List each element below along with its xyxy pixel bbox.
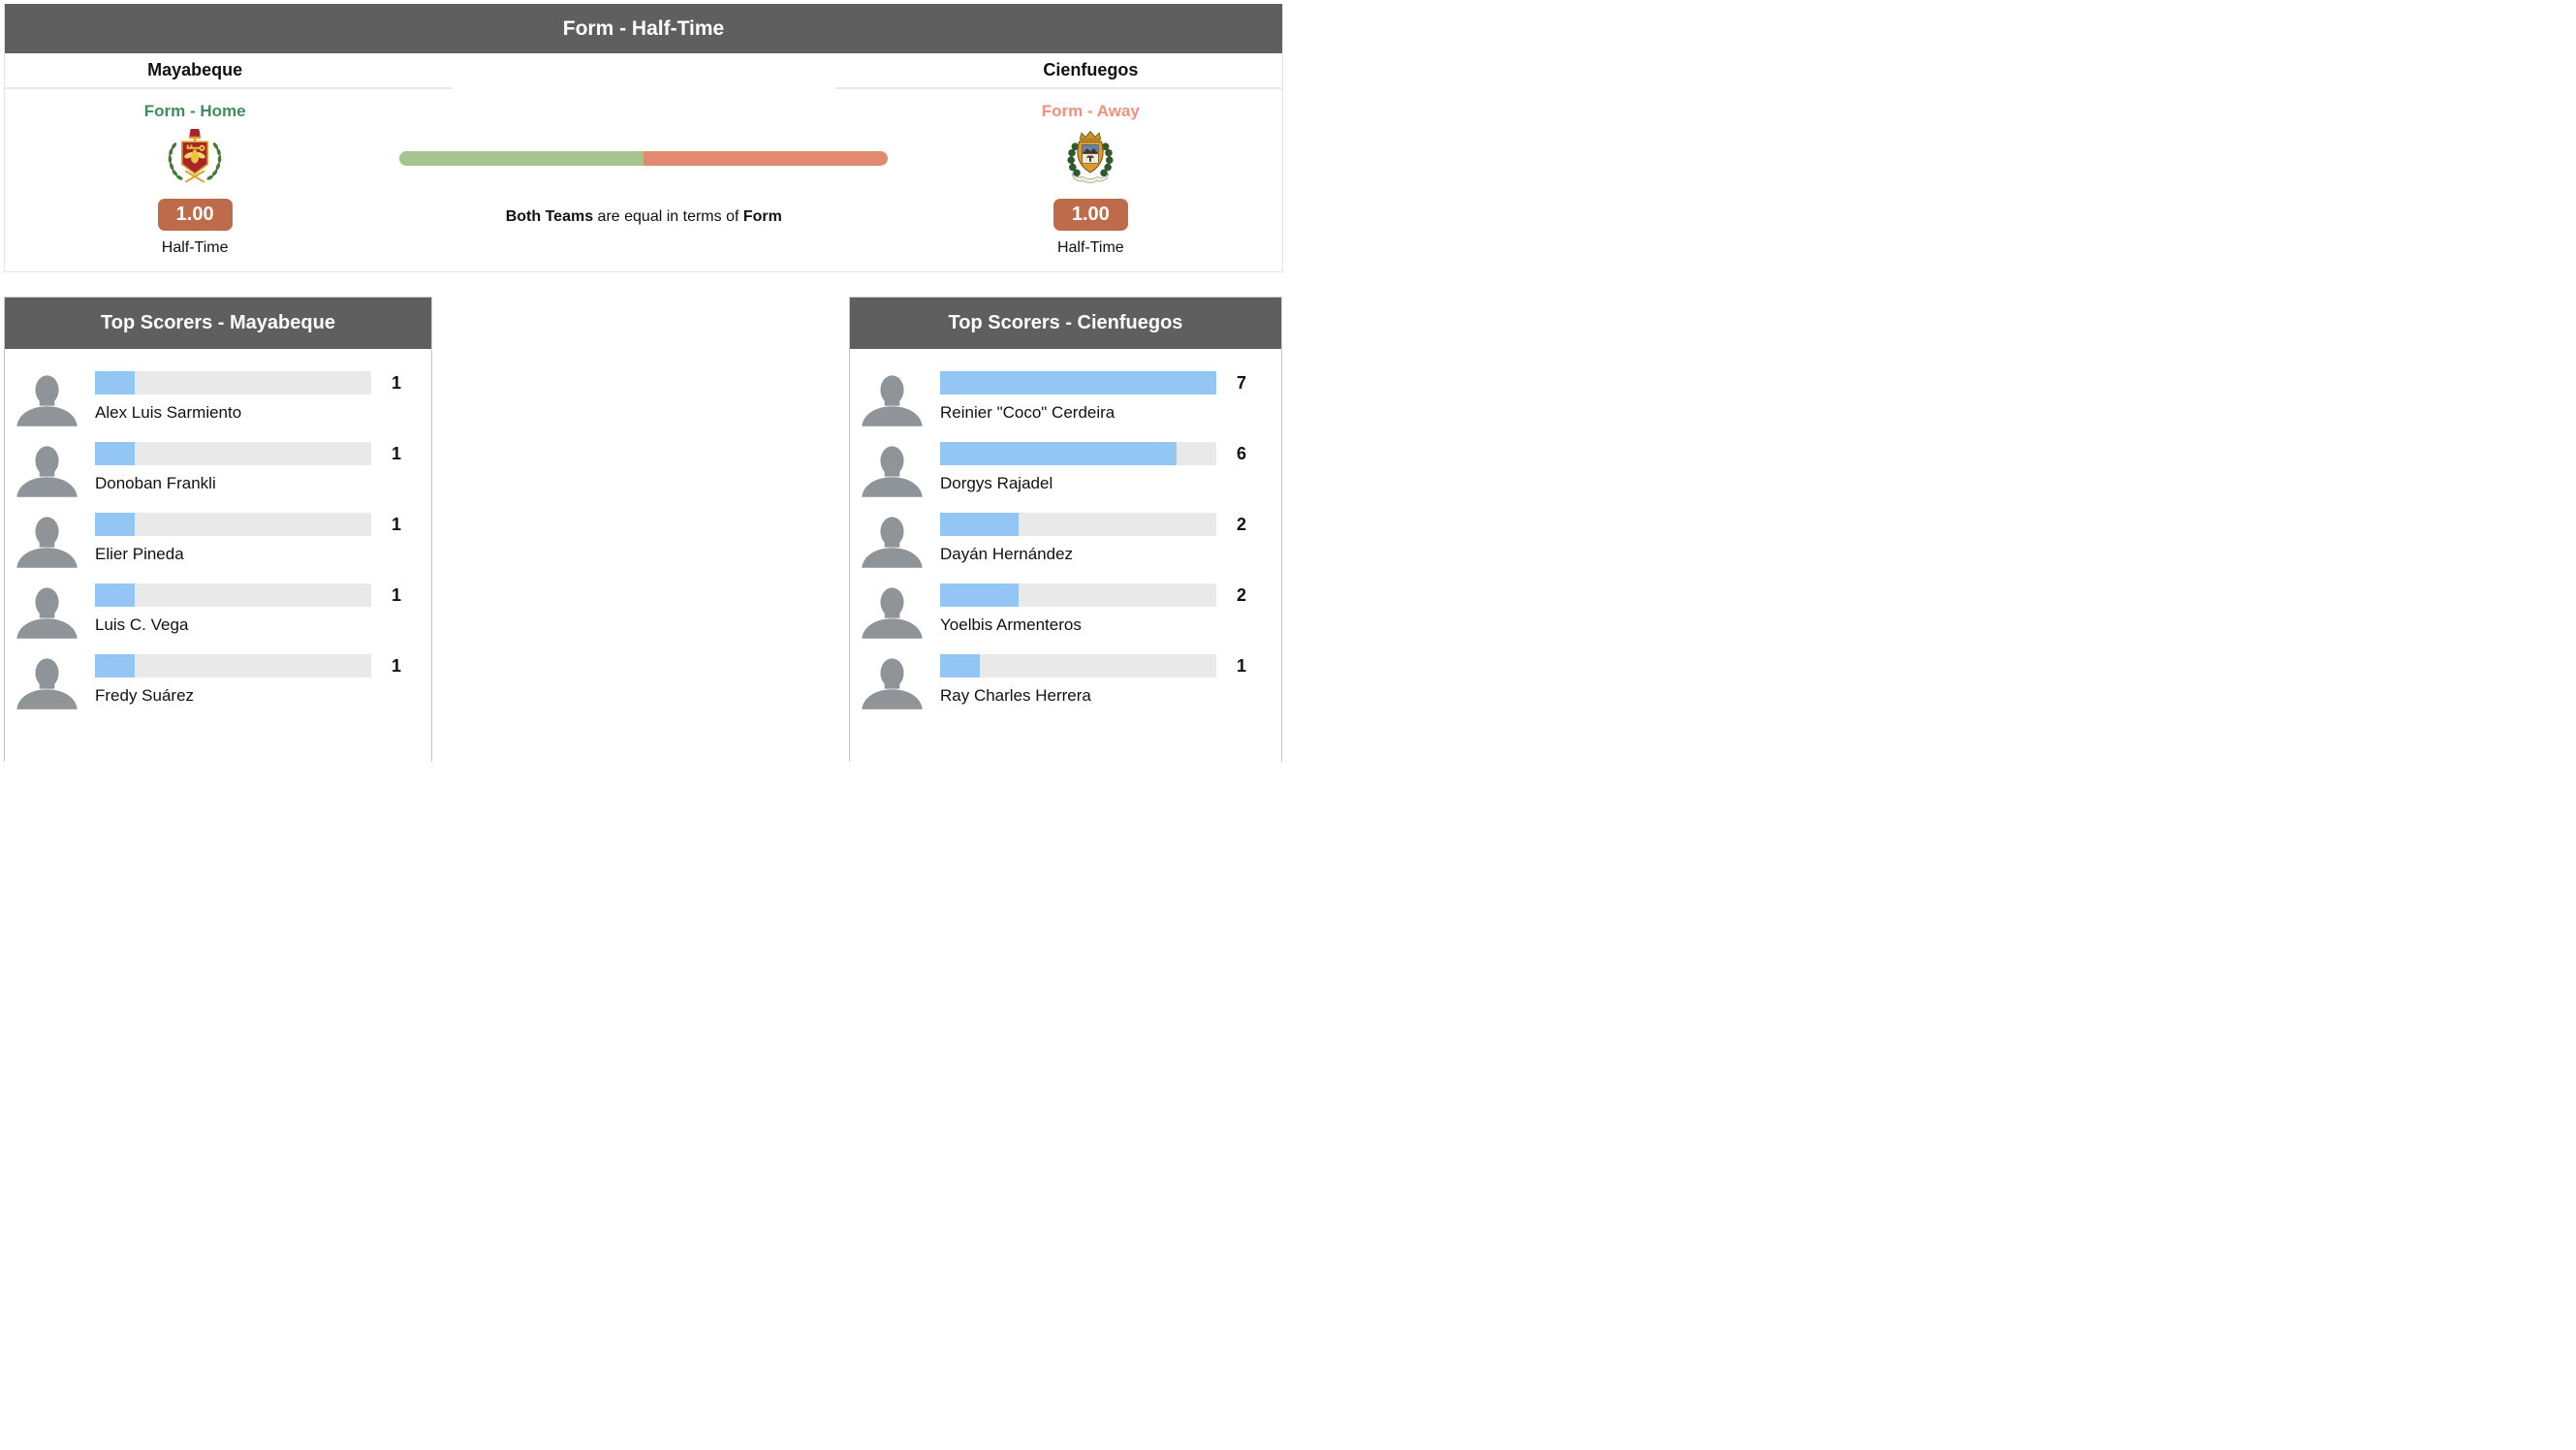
- cienfuegos-crest-icon: [1067, 130, 1114, 184]
- away-period-label: Half-Time: [1056, 239, 1124, 256]
- comparison-text-bold-1: Both Teams: [505, 208, 594, 225]
- away-form-value-badge: 1.00: [1052, 199, 1128, 231]
- goals-bar-fill: [940, 371, 1216, 394]
- player-avatar-icon: [13, 583, 81, 639]
- player-avatar-icon: [858, 371, 927, 426]
- goals-value: 1: [392, 655, 402, 676]
- player-avatar-icon: [858, 654, 927, 709]
- goals-bar-track: [940, 583, 1216, 607]
- form-comparison-bar-home-segment: [399, 151, 644, 166]
- team-row-spacer: [452, 53, 834, 89]
- goals-bar-fill: [940, 513, 1020, 536]
- form-comparison-column: Both Teams are equal in terms of Form: [399, 89, 889, 257]
- home-period-label: Half-Time: [161, 239, 229, 256]
- player-avatar-icon: [858, 583, 927, 639]
- goals-bar-track: [95, 442, 371, 465]
- player-name: Alex Luis Sarmiento: [95, 403, 242, 422]
- home-form-value-badge: 1.00: [157, 199, 233, 231]
- goals-bar-track: [940, 654, 1216, 678]
- player-name: Elier Pineda: [95, 545, 184, 563]
- goals-bar-fill: [95, 371, 135, 394]
- goals-bar-track: [95, 654, 371, 678]
- goals-value: 1: [392, 372, 402, 393]
- home-form-column: Form - Home: [5, 89, 452, 257]
- goals-bar-fill: [95, 442, 135, 465]
- goals-bar-fill: [95, 583, 135, 607]
- goals-bar-fill: [940, 654, 980, 678]
- player-avatar-icon: [13, 513, 81, 568]
- player-row: 1 Alex Luis Sarmiento: [5, 371, 431, 426]
- goals-value: 2: [1237, 584, 1247, 605]
- goals-value: 2: [1237, 514, 1247, 534]
- player-name: Donoban Frankli: [95, 474, 216, 492]
- comparison-text-middle: are equal in terms of: [593, 208, 743, 225]
- player-row: 1 Fredy Suárez: [5, 654, 431, 709]
- player-name: Dayán Hernández: [940, 545, 1074, 563]
- top-scorers-away-list: 7 Reinier "Coco" Cerdeira 6 Dorgys Rajad…: [850, 349, 1281, 709]
- player-row: 7 Reinier "Coco" Cerdeira: [850, 371, 1281, 426]
- player-row: 1 Donoban Frankli: [5, 442, 431, 497]
- player-avatar-icon: [858, 442, 927, 497]
- goals-value: 1: [392, 443, 402, 463]
- player-row: 2 Yoelbis Armenteros: [850, 583, 1281, 639]
- goals-value: 1: [392, 514, 402, 534]
- form-comparison-text: Both Teams are equal in terms of Form: [399, 208, 888, 226]
- player-avatar-icon: [13, 654, 81, 709]
- home-team-name: Mayabeque: [5, 53, 453, 89]
- form-card-title: Form - Half-Time: [5, 4, 1282, 53]
- home-form-label: Form - Home: [143, 102, 246, 120]
- player-row: 1 Luis C. Vega: [5, 583, 431, 639]
- player-name: Luis C. Vega: [95, 615, 189, 634]
- goals-value: 1: [1237, 655, 1247, 676]
- top-scorers-home-list: 1 Alex Luis Sarmiento 1 Donoban Frankli …: [5, 349, 431, 709]
- mayabeque-crest-icon: [168, 129, 222, 183]
- top-scorers-home-title: Top Scorers - Mayabeque: [5, 298, 431, 349]
- player-name: Fredy Suárez: [95, 686, 195, 705]
- goals-bar-track: [95, 513, 371, 536]
- goals-bar-track: [940, 371, 1216, 394]
- goals-value: 1: [392, 584, 402, 605]
- player-name: Dorgys Rajadel: [940, 474, 1053, 492]
- form-comparison-bar: [399, 151, 889, 166]
- goals-bar-fill: [940, 583, 1020, 607]
- goals-bar-track: [940, 442, 1216, 465]
- top-scorers-away-card: Top Scorers - Cienfuegos 7 Reinier "Coco…: [849, 297, 1282, 762]
- form-card-body: Form - Home: [5, 89, 1282, 257]
- top-scorers-home-card: Top Scorers - Mayabeque 1 Alex Luis Sarm…: [4, 297, 432, 762]
- goals-bar-fill: [940, 442, 1178, 465]
- goals-bar-track: [940, 513, 1216, 536]
- away-form-label: Form - Away: [1041, 102, 1140, 120]
- player-row: 2 Dayán Hernández: [850, 513, 1281, 568]
- away-form-column: Form - Away: [835, 89, 1282, 257]
- goals-value: 7: [1237, 372, 1247, 393]
- player-avatar-icon: [13, 371, 81, 426]
- player-row: 1 Elier Pineda: [5, 513, 431, 568]
- goals-value: 6: [1237, 443, 1247, 463]
- player-name: Yoelbis Armenteros: [940, 615, 1082, 634]
- player-avatar-icon: [858, 513, 927, 568]
- goals-bar-fill: [95, 513, 135, 536]
- player-name: Ray Charles Herrera: [940, 686, 1091, 705]
- player-name: Reinier "Coco" Cerdeira: [940, 403, 1115, 422]
- player-row: 1 Ray Charles Herrera: [850, 654, 1281, 709]
- comparison-text-bold-2: Form: [742, 208, 782, 225]
- top-scorers-away-title: Top Scorers - Cienfuegos: [850, 298, 1281, 349]
- goals-bar-fill: [95, 654, 135, 678]
- player-row: 6 Dorgys Rajadel: [850, 442, 1281, 497]
- goals-bar-track: [95, 371, 371, 394]
- away-team-name: Cienfuegos: [834, 53, 1282, 89]
- player-avatar-icon: [13, 442, 81, 497]
- goals-bar-track: [95, 583, 371, 607]
- team-name-row: Mayabeque Cienfuegos: [5, 53, 1282, 89]
- form-half-time-card: Form - Half-Time Mayabeque Cienfuegos Fo…: [4, 4, 1283, 272]
